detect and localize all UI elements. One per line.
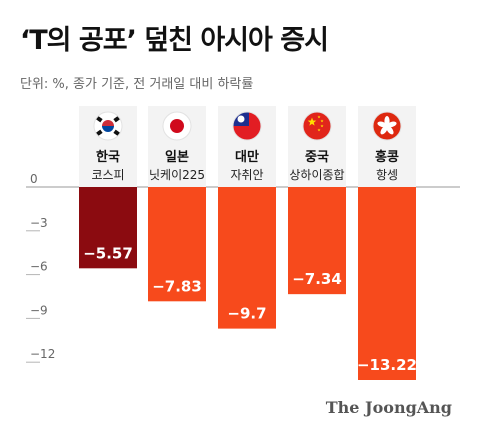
data-label: −13.22: [357, 356, 417, 374]
country-label: 홍콩: [375, 149, 399, 165]
data-label: −5.57: [83, 244, 133, 262]
y-tick-label: −6: [30, 260, 48, 274]
country-label: 중국: [305, 150, 329, 165]
japan-flag-icon: [162, 111, 192, 141]
unit-note: 단위: %, 종가 기준, 전 거래일 대비 하락률: [20, 77, 254, 92]
bar: [148, 187, 206, 302]
index-label: 항셍: [376, 168, 398, 182]
korea-flag-icon: [93, 111, 123, 141]
country-label: 일본: [165, 150, 189, 165]
taiwan-flag-icon: [232, 111, 262, 141]
bar: [288, 187, 346, 295]
y-tick-label: −9: [30, 303, 48, 317]
bar: [79, 187, 137, 269]
bar: [218, 187, 276, 329]
country-label: 한국: [96, 149, 120, 165]
bar: [358, 187, 416, 380]
index-label: 코스피: [91, 168, 124, 182]
hongkong-flag-icon: [372, 111, 402, 141]
index-label: 닛케이225: [149, 168, 205, 182]
data-label: −7.34: [292, 270, 342, 288]
china-flag-icon: [302, 111, 332, 141]
page-title: ‘T의 공포’ 덮친 아시아 증시: [20, 25, 329, 56]
data-label: −7.83: [152, 277, 202, 295]
data-label: −9.7: [227, 305, 266, 323]
index-label: 상하이종합: [289, 168, 344, 182]
y-tick-label: −12: [30, 347, 55, 361]
country-label: 대만: [235, 149, 259, 165]
source-logo: The JoongAng: [325, 398, 452, 417]
index-label: 자취안: [230, 168, 263, 182]
y-tick-label: 0: [30, 172, 38, 186]
y-tick-label: −3: [30, 216, 48, 230]
